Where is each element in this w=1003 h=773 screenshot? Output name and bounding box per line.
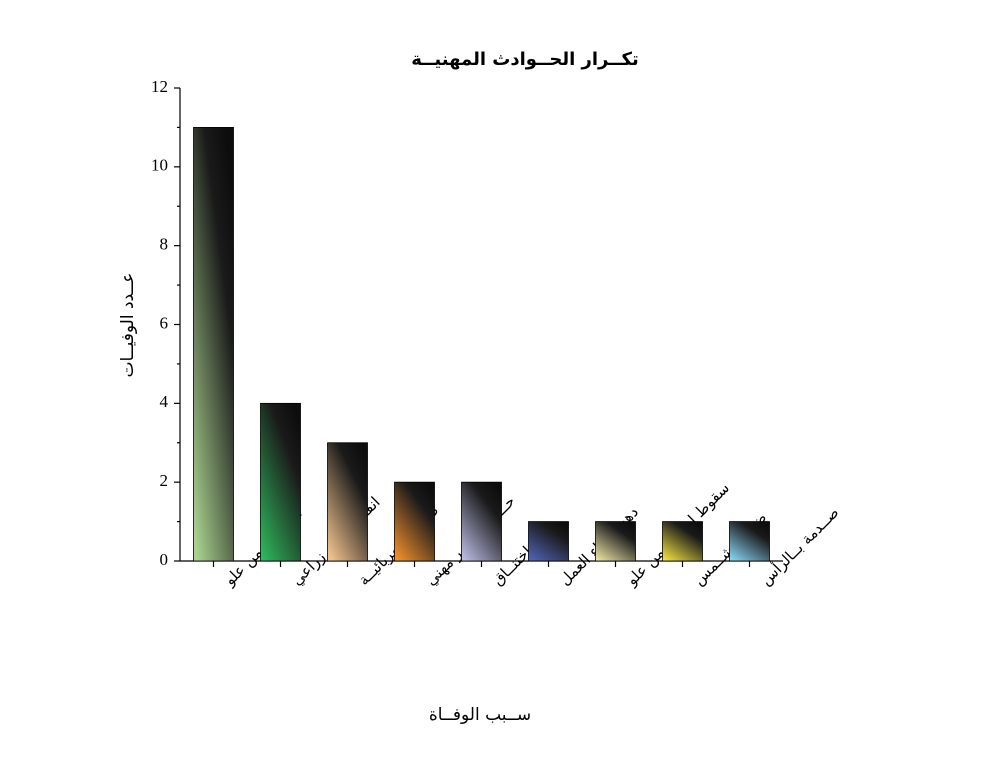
bar <box>394 481 435 562</box>
bar <box>327 442 368 562</box>
bar <box>260 402 301 562</box>
y-tick-label: 4 <box>160 392 169 411</box>
y-tick-label: 2 <box>160 471 169 490</box>
bar <box>461 481 502 562</box>
bar <box>528 521 569 562</box>
bar <box>193 127 234 562</box>
y-tick-label: 12 <box>151 77 168 96</box>
y-tick-label: 6 <box>160 313 169 332</box>
y-tick-label: 10 <box>151 156 168 175</box>
bar <box>662 521 703 562</box>
x-axis-label: ســبب الوفــاة <box>429 705 531 725</box>
y-tick-label: 8 <box>160 235 169 254</box>
bar <box>729 521 770 562</box>
bar <box>595 521 636 562</box>
y-tick-label: 0 <box>160 550 169 569</box>
chart-title: تكــرار الحــوادث المهنيــة <box>411 49 639 70</box>
y-axis-label: عــدد الوفيــات <box>118 272 138 377</box>
